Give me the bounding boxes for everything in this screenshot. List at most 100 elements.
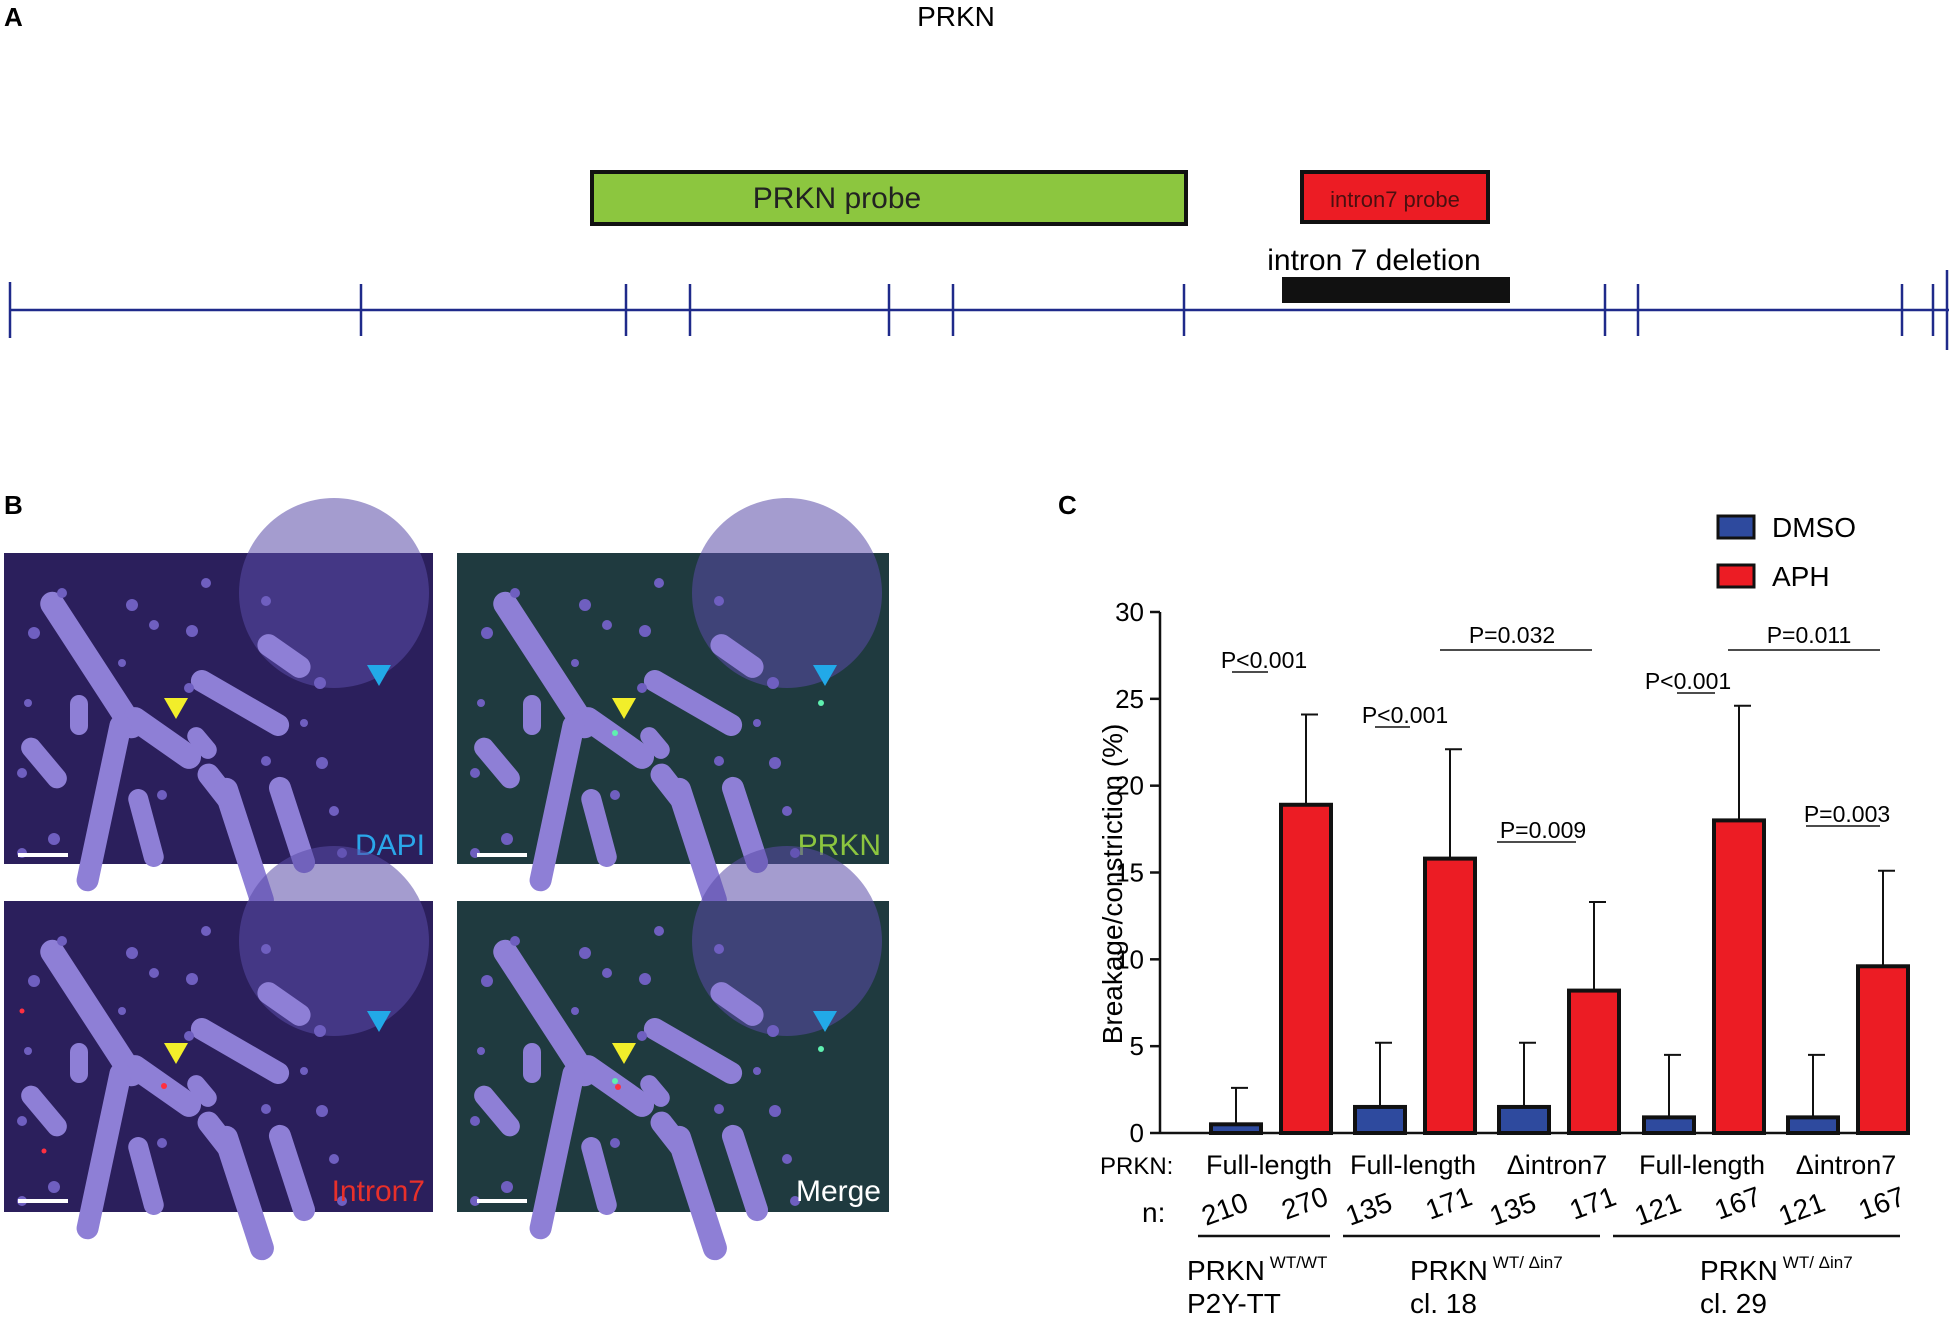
yellow-arrowhead-icon bbox=[612, 698, 636, 719]
genotype-main: PRKN bbox=[1700, 1255, 1778, 1286]
significance-label: P=0.009 bbox=[1500, 817, 1586, 843]
yellow-arrowhead-icon bbox=[612, 1043, 636, 1064]
y-tick-label: 20 bbox=[1115, 771, 1144, 801]
bar bbox=[1353, 1104, 1407, 1135]
legend: DMSO APH bbox=[1716, 512, 1856, 592]
panel-c: C DMSO APH Breakage/constriction (%) 0 5 1… bbox=[1058, 490, 1910, 1319]
genotype-main: PRKN bbox=[1187, 1255, 1265, 1286]
green-signal bbox=[818, 700, 824, 706]
blue-arrowhead-icon bbox=[813, 1011, 837, 1032]
significance-label: P<0.001 bbox=[1221, 647, 1307, 673]
intron7-probe-label: intron7 probe bbox=[1330, 187, 1460, 212]
n-row-label: n: bbox=[1142, 1197, 1165, 1228]
genotype-label-cl18: PRKN WT/ Δin7 cl. 18 bbox=[1410, 1253, 1563, 1319]
genotype-label-cl29: PRKN WT/ Δin7 cl. 29 bbox=[1700, 1253, 1853, 1319]
y-tick-label: 0 bbox=[1130, 1118, 1144, 1148]
significance-label: P<0.001 bbox=[1645, 668, 1731, 694]
category-label: Full-length bbox=[1350, 1150, 1476, 1180]
micrograph-merge: Merge bbox=[457, 846, 889, 1264]
n-label: 171 bbox=[1421, 1181, 1476, 1226]
significance-label: P<0.001 bbox=[1362, 702, 1448, 728]
panel-a: A PRKN PRKN probe intron7 probe intron 7… bbox=[4, 1, 1949, 350]
y-tick-label: 15 bbox=[1115, 858, 1144, 888]
micrograph-prkn: PRKN bbox=[457, 498, 889, 916]
micrograph-dapi: DAPI bbox=[4, 498, 433, 916]
n-label: 167 bbox=[1710, 1181, 1765, 1226]
micrograph-label: Intron7 bbox=[332, 1175, 425, 1208]
blue-arrowhead-icon bbox=[367, 665, 391, 686]
genotype-subline: cl. 18 bbox=[1410, 1288, 1477, 1319]
micrograph-label: Merge bbox=[796, 1175, 881, 1208]
y-tick-label: 25 bbox=[1115, 684, 1144, 714]
gene-title: PRKN bbox=[917, 1, 995, 32]
scale-bar bbox=[477, 853, 527, 857]
genotype-main: PRKN bbox=[1410, 1255, 1488, 1286]
bar bbox=[1712, 818, 1766, 1136]
genotype-superscript: WT/ Δin7 bbox=[1783, 1253, 1853, 1272]
green-signal bbox=[612, 1078, 618, 1084]
legend-swatch-dmso bbox=[1716, 514, 1756, 540]
y-axis-label: Breakage/constriction (%) bbox=[1097, 724, 1128, 1045]
significance-label: P=0.032 bbox=[1469, 622, 1555, 648]
category-label: Full-length bbox=[1206, 1150, 1332, 1180]
genotype-label-wt: PRKN WT/WT P2Y-TT bbox=[1187, 1253, 1327, 1319]
legend-label-aph: APH bbox=[1772, 561, 1830, 592]
n-label: 135 bbox=[1485, 1187, 1540, 1232]
scale-bar bbox=[18, 1199, 68, 1203]
panel-c-letter: C bbox=[1058, 490, 1077, 520]
panel-b: B DAPI PRKN bbox=[4, 490, 889, 1264]
genotype-superscript: WT/WT bbox=[1270, 1253, 1328, 1272]
blue-arrowhead-icon bbox=[367, 1011, 391, 1032]
yellow-arrowhead-icon bbox=[164, 698, 188, 719]
prkn-probe-label: PRKN probe bbox=[753, 182, 921, 215]
prkn-probe-bar bbox=[590, 170, 1188, 226]
scale-bar bbox=[477, 1199, 527, 1203]
green-signal bbox=[612, 730, 618, 736]
bar bbox=[1423, 856, 1477, 1136]
genotype-row-label: PRKN: bbox=[1100, 1153, 1173, 1180]
red-signal bbox=[19, 1008, 25, 1014]
bar bbox=[1642, 1115, 1696, 1135]
legend-swatch-aph bbox=[1716, 563, 1756, 589]
scale-bar bbox=[18, 853, 68, 857]
intron7-deletion-label: intron 7 deletion bbox=[1267, 244, 1481, 277]
significance-annotations: P<0.001 P<0.001 P=0.009 P=0.032 P<0.001 … bbox=[1221, 622, 1890, 843]
yellow-arrowhead-icon bbox=[164, 1043, 188, 1064]
significance-label: P=0.003 bbox=[1804, 801, 1890, 827]
red-signal bbox=[41, 1148, 47, 1154]
genotype-subline: cl. 29 bbox=[1700, 1288, 1767, 1319]
n-label: 210 bbox=[1197, 1187, 1252, 1232]
y-tick-label: 10 bbox=[1115, 944, 1144, 974]
bar bbox=[1497, 1104, 1551, 1135]
genotype-superscript: WT/ Δin7 bbox=[1493, 1253, 1563, 1272]
bar-chart: 0 5 10 15 20 25 30 210 135 135 121 121 270 171 171 167 1… bbox=[1115, 597, 1910, 1232]
blue-arrowhead-icon bbox=[813, 665, 837, 686]
n-label: 121 bbox=[1774, 1187, 1829, 1232]
n-label: 167 bbox=[1854, 1181, 1909, 1226]
legend-label-dmso: DMSO bbox=[1772, 512, 1856, 543]
panel-a-letter: A bbox=[4, 2, 23, 32]
intron7-deletion-bar bbox=[1282, 277, 1510, 303]
intron7-probe-bar bbox=[1300, 170, 1490, 224]
bar bbox=[1786, 1115, 1840, 1135]
genotype-subline: P2Y-TT bbox=[1187, 1288, 1281, 1319]
red-signal bbox=[615, 1084, 621, 1090]
n-label: 135 bbox=[1341, 1187, 1396, 1232]
bar bbox=[1856, 964, 1910, 1136]
n-label: 121 bbox=[1630, 1187, 1685, 1232]
category-label: Full-length bbox=[1639, 1150, 1765, 1180]
bar bbox=[1567, 988, 1621, 1135]
category-label: Δintron7 bbox=[1507, 1150, 1608, 1180]
n-label: 171 bbox=[1565, 1181, 1620, 1226]
micrograph-intron7: Intron7 bbox=[4, 846, 433, 1264]
y-tick-label: 5 bbox=[1130, 1031, 1144, 1061]
panel-b-letter: B bbox=[4, 490, 23, 520]
red-signal bbox=[161, 1083, 167, 1089]
green-signal bbox=[818, 1046, 824, 1052]
category-label: Δintron7 bbox=[1796, 1150, 1897, 1180]
bar bbox=[1209, 1122, 1263, 1135]
